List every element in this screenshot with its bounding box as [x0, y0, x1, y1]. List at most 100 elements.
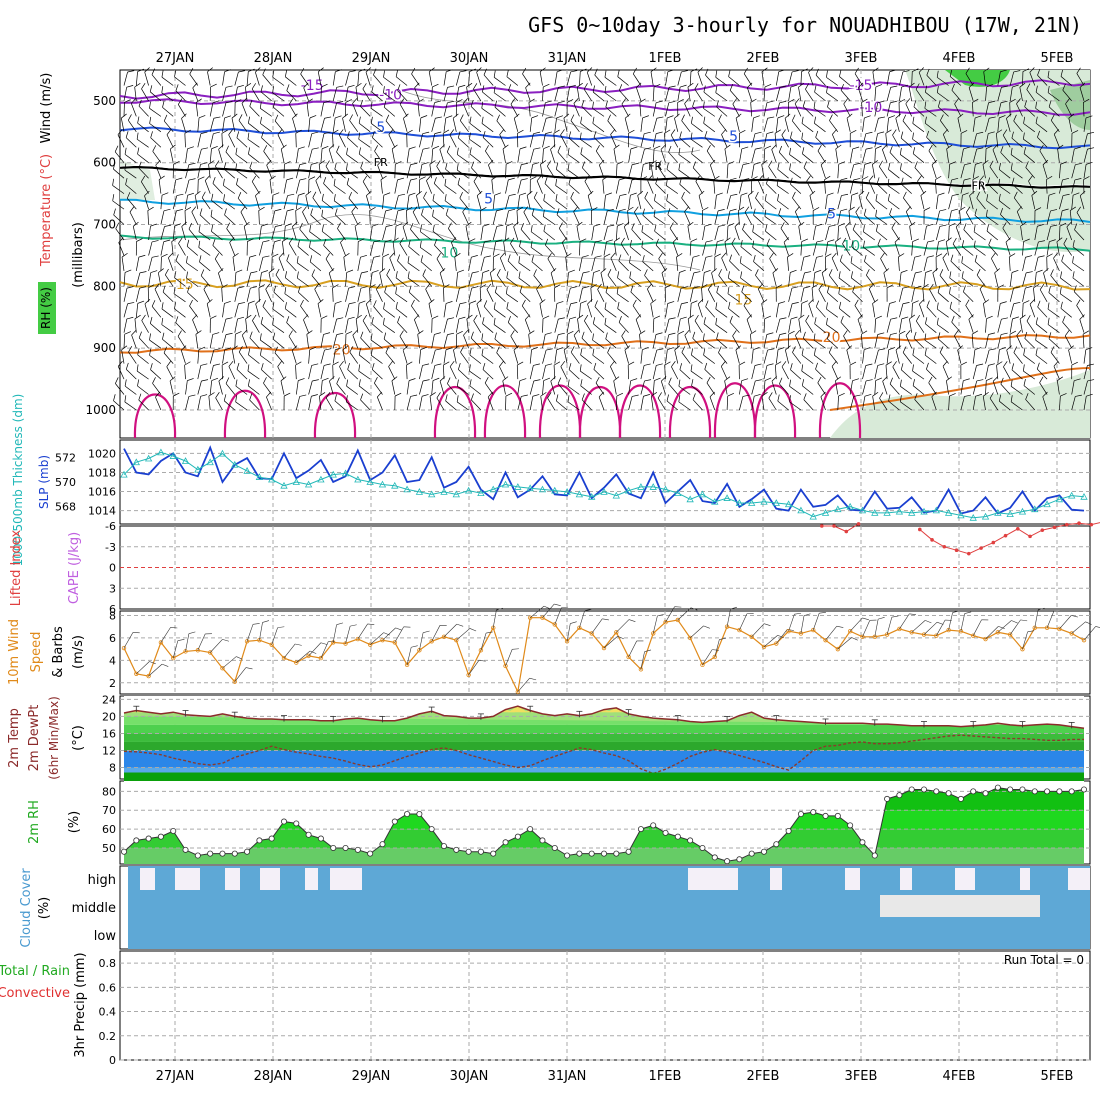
rh-point	[133, 837, 140, 844]
wind-barb	[674, 113, 680, 132]
wind-barb	[528, 330, 535, 349]
wind-barb	[615, 208, 626, 225]
wind-barb	[899, 316, 909, 333]
wind-barb	[148, 223, 157, 241]
wind-barb	[545, 238, 556, 256]
wind-barb	[129, 206, 137, 225]
wind-barb	[455, 84, 466, 101]
wind-barb	[743, 299, 752, 318]
wind-barb	[312, 191, 322, 210]
wind-barb	[1046, 224, 1058, 241]
lifted-index-line	[919, 522, 1100, 555]
wind-barb	[1046, 253, 1053, 271]
wind-barb	[1059, 193, 1070, 210]
wind-barb	[357, 68, 366, 86]
wind-barb	[414, 82, 420, 102]
wind-barb	[1006, 113, 1012, 132]
wind-barb	[540, 160, 547, 179]
wind-barb	[308, 131, 319, 148]
wind-barb	[178, 237, 186, 256]
wind-barb	[652, 131, 663, 148]
wind-barb-10m	[345, 624, 357, 644]
wind-barb	[544, 177, 556, 194]
isotherm-surface	[223, 389, 267, 439]
wind-barb	[605, 100, 617, 117]
wind-barb	[652, 315, 661, 333]
wind-barb	[422, 269, 432, 287]
wind-barb	[1071, 394, 1082, 411]
wind-barb	[800, 68, 808, 86]
wind-barb	[161, 302, 174, 318]
wind-barb	[439, 268, 446, 287]
wind-barb	[260, 85, 272, 102]
thickness-point	[144, 454, 153, 462]
wind-barb	[707, 283, 716, 302]
isotherm	[119, 198, 1091, 223]
wind-barb	[416, 190, 422, 210]
cloud-gap-high	[225, 868, 240, 890]
wind-barb	[1023, 147, 1036, 163]
wind-barb	[766, 177, 777, 194]
wind-barb	[900, 131, 912, 148]
wind-barb	[469, 116, 482, 133]
wind-barb	[235, 163, 248, 179]
wind-barb	[579, 364, 592, 380]
wind-barb	[837, 193, 849, 210]
wind-barb	[681, 346, 691, 364]
wind-barb-10m	[640, 649, 652, 670]
wind-barb	[480, 240, 492, 256]
wind-barb	[197, 147, 209, 163]
wind-barb	[120, 113, 127, 132]
rh-point	[699, 844, 706, 851]
wind-barb	[271, 224, 282, 241]
wind-barb	[1029, 67, 1036, 86]
wind-barb	[992, 144, 999, 163]
wind-speed-point	[466, 672, 471, 678]
wind-barb	[338, 129, 346, 148]
wind-barb	[303, 314, 309, 333]
wind-barb	[945, 237, 952, 256]
thickness-point	[588, 492, 596, 500]
thickness-point	[452, 490, 460, 498]
wind-barb	[347, 131, 359, 148]
pressure-tick: 600	[93, 156, 116, 170]
wind-barb	[849, 130, 857, 148]
wind-barb	[380, 175, 387, 194]
wind-barb	[630, 285, 642, 303]
wind-barb-10m	[862, 619, 877, 637]
wind-barb	[800, 300, 809, 318]
wind-speed-point	[774, 641, 779, 646]
wind-barb	[1022, 300, 1030, 318]
wind-barb	[865, 191, 876, 210]
wind-barb	[445, 208, 457, 225]
wind-barb-10m	[148, 663, 169, 677]
wind-barb	[640, 131, 651, 148]
wind-barb	[624, 345, 631, 364]
wind-barb	[382, 208, 393, 225]
wind-barb-10m	[456, 628, 477, 641]
wind-barb	[332, 85, 344, 101]
wind-barb	[577, 314, 584, 333]
wind-barb	[592, 101, 605, 117]
wind-barb	[771, 144, 777, 163]
wind-barb	[791, 114, 802, 133]
wind-barb	[345, 331, 353, 349]
wind-speed-point	[183, 649, 188, 654]
wind-barb	[751, 176, 758, 194]
wind-barb	[628, 146, 638, 163]
wind-barb	[247, 132, 260, 148]
wind-barb	[876, 177, 888, 194]
isotherm	[119, 126, 1091, 150]
cloud-gap-high	[175, 868, 200, 890]
wind-barb	[357, 300, 366, 318]
wind-barb	[812, 207, 820, 225]
wind-barb	[912, 132, 925, 148]
wind-barb	[334, 394, 346, 411]
wind-barb	[131, 329, 137, 349]
wind-barb	[169, 376, 176, 395]
wind-barb	[868, 283, 876, 302]
wind-barb	[581, 331, 592, 349]
wind-barb	[985, 377, 993, 395]
